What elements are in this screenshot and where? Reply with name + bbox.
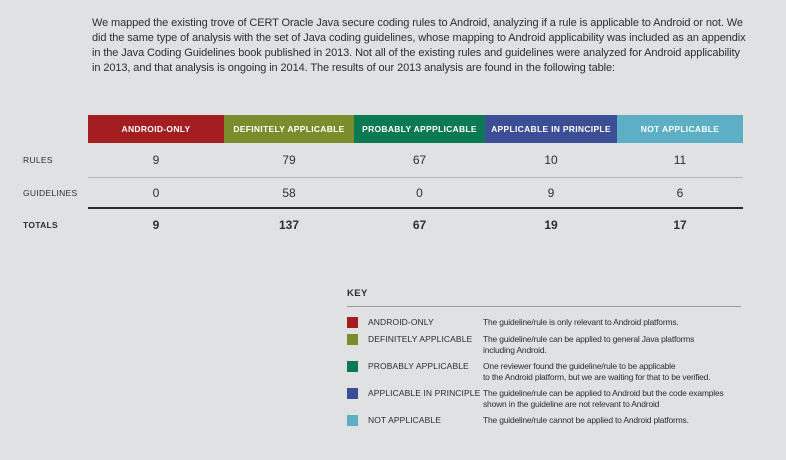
probably-applicable-swatch — [347, 361, 358, 372]
key-entry-definitely-applicable: DEFINITELY APPLICABLE The guideline/rule… — [347, 334, 741, 355]
key-description-definitely-applicable: The guideline/rule can be applied to gen… — [483, 334, 695, 355]
guidelines-definitely-applicable-value: 58 — [282, 185, 296, 200]
column-header-android-only: ANDROID-ONLY — [88, 115, 224, 143]
guidelines-applicable-in-principle-value: 9 — [547, 185, 555, 200]
totals-android-only-value: 9 — [152, 218, 160, 232]
totals-probably-applicable-value: 67 — [412, 218, 427, 232]
row-label-rules: RULES — [23, 155, 53, 165]
key-label-definitely-applicable: DEFINITELY APPLICABLE — [368, 334, 473, 344]
column-header-definitely-applicable: DEFINITELY APPLICABLE — [224, 115, 354, 143]
row-separator-thin — [88, 177, 743, 178]
table-row-guidelines: GUIDELINES 0 58 0 9 6 — [23, 178, 743, 207]
intro-paragraph: We mapped the existing trove of CERT Ora… — [92, 17, 746, 74]
rules-probably-applicable-value: 67 — [412, 153, 427, 167]
key-title: KEY — [347, 288, 368, 299]
column-header-not-applicable: NOT APPLICABLE — [617, 115, 743, 143]
guidelines-probably-applicable-value: 0 — [416, 185, 423, 200]
key-label-applicable-in-principle: APPLICABLE IN PRINCIPLE — [368, 388, 481, 398]
android-only-swatch — [347, 317, 358, 328]
key-entry-not-applicable: NOT APPLICABLE The guideline/rule cannot… — [347, 415, 741, 426]
totals-separator-dark — [88, 207, 743, 209]
table-row-totals: TOTALS 9 137 67 19 17 — [23, 209, 743, 241]
totals-not-applicable-value: 17 — [673, 218, 687, 232]
key-description-not-applicable: The guideline/rule cannot be applied to … — [483, 415, 689, 425]
key-entry-android-only: ANDROID-ONLY The guideline/rule is only … — [347, 317, 741, 328]
guidelines-android-only-value: 0 — [152, 185, 160, 200]
rules-not-applicable-value: 11 — [673, 153, 687, 167]
applicability-table: ANDROID-ONLY DEFINITELY APPLICABLE PROBA… — [23, 115, 743, 241]
key-description-android-only: The guideline/rule is only relevant to A… — [483, 317, 679, 327]
table-header-row: ANDROID-ONLY DEFINITELY APPLICABLE PROBA… — [88, 115, 743, 143]
guidelines-not-applicable-value: 6 — [676, 185, 684, 200]
key-description-applicable-in-principle: The guideline/rule can be applied to And… — [483, 388, 724, 409]
table-row-rules: RULES 9 79 67 10 11 — [23, 143, 743, 177]
totals-applicable-in-principle-value: 19 — [544, 218, 558, 232]
not-applicable-swatch — [347, 415, 358, 426]
totals-definitely-applicable-value: 137 — [278, 218, 300, 232]
column-header-probably-applicable: PROBABLY APPPLICABLE — [354, 115, 485, 143]
applicable-in-principle-swatch — [347, 388, 358, 399]
definitely-applicable-swatch — [347, 334, 358, 345]
key-description-probably-applicable: One reviewer found the guideline/rule to… — [483, 361, 711, 382]
key-divider — [347, 306, 741, 307]
key-entry-applicable-in-principle: APPLICABLE IN PRINCIPLE The guideline/ru… — [347, 388, 741, 409]
key-label-probably-applicable: PROBABLY APPLICABLE — [368, 361, 469, 371]
key-label-android-only: ANDROID-ONLY — [368, 317, 434, 327]
key-label-not-applicable: NOT APPLICABLE — [368, 415, 442, 425]
row-label-guidelines: GUIDELINES — [23, 187, 78, 198]
key-entry-probably-applicable: PROBABLY APPLICABLE One reviewer found t… — [347, 361, 741, 382]
rules-definitely-applicable-value: 79 — [282, 153, 296, 167]
rules-android-only-value: 9 — [152, 153, 160, 167]
rules-applicable-in-principle-value: 10 — [544, 153, 558, 167]
column-header-applicable-in-principle: APPLICABLE IN PRINCIPLE — [485, 115, 617, 143]
key-legend: KEY ANDROID-ONLY The guideline/rule is o… — [347, 288, 741, 432]
key-entries: ANDROID-ONLY The guideline/rule is only … — [347, 317, 741, 426]
row-label-totals: TOTALS — [23, 220, 59, 230]
